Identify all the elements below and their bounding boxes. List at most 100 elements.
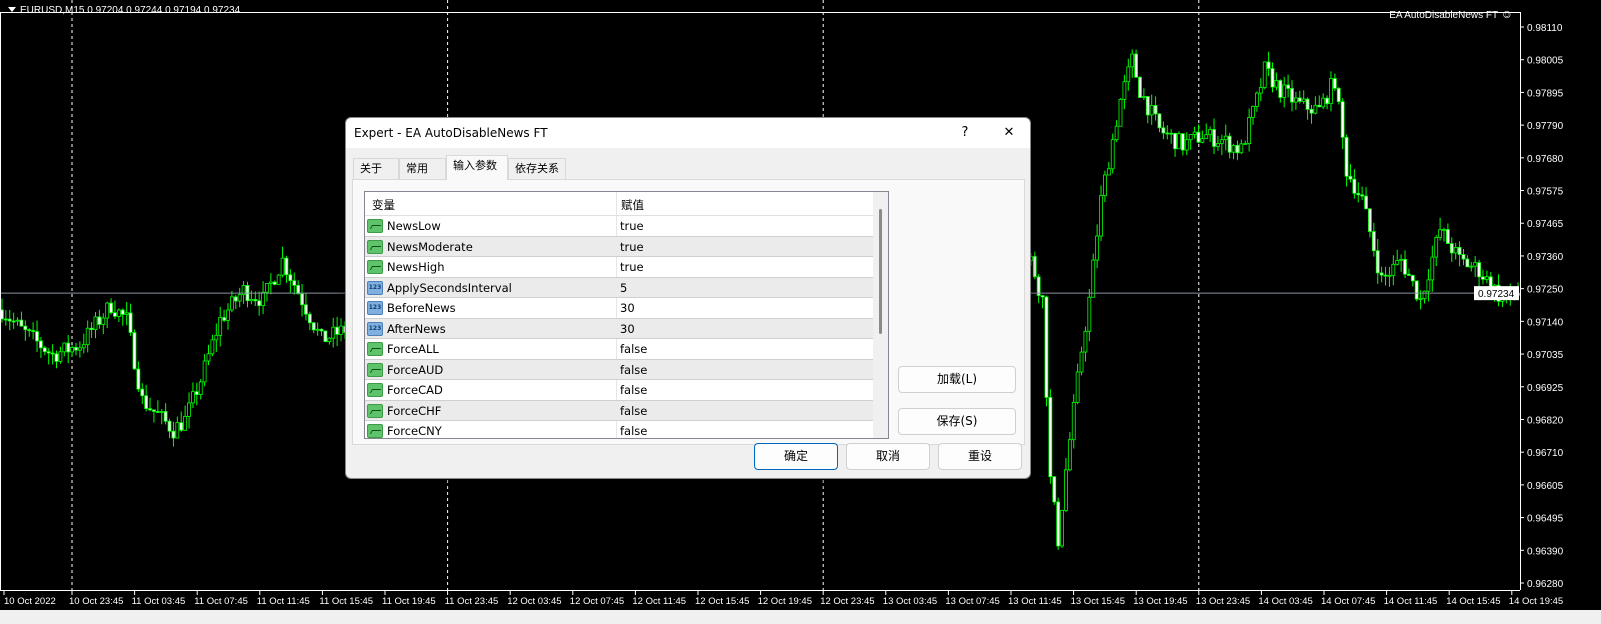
candle-body (1208, 129, 1213, 136)
candle-body (1188, 134, 1193, 141)
param-row[interactable]: ForceCHF false (365, 400, 888, 421)
dialog-titlebar[interactable]: Expert - EA AutoDisableNews FT ? ✕ (346, 118, 1030, 148)
candle-body (1110, 139, 1115, 170)
candle-body (175, 422, 180, 439)
candle-body (1219, 139, 1224, 144)
param-row[interactable]: ForceAUD false (365, 359, 888, 380)
param-value[interactable]: false (620, 403, 648, 418)
candle-body (1157, 113, 1162, 129)
time-label: 11 Oct 07:45 (194, 596, 248, 607)
candle-body (1212, 129, 1216, 147)
candle-body (253, 299, 258, 302)
candle-body (1438, 229, 1443, 238)
param-value[interactable]: false (620, 342, 648, 356)
scrollbar-thumb[interactable] (879, 209, 882, 334)
param-value[interactable]: false (620, 383, 648, 397)
candle-body (109, 302, 113, 314)
candle-body (1297, 97, 1302, 102)
param-value[interactable]: true (620, 260, 644, 274)
param-value[interactable]: 30 (620, 321, 635, 336)
candle-body (226, 309, 230, 321)
candle-body (1134, 53, 1139, 78)
param-row[interactable]: NewsHigh true (365, 257, 888, 278)
candle-body (1457, 246, 1462, 255)
param-row[interactable]: ForceCNY false (365, 421, 888, 438)
column-header-value[interactable]: 赋值 (621, 198, 644, 212)
candle-body (1321, 97, 1326, 108)
param-value[interactable]: false (620, 424, 648, 438)
param-row[interactable]: 123 BeforeNews 30 (365, 298, 888, 319)
param-value[interactable]: true (620, 219, 644, 233)
tab-inputs[interactable]: 输入参数 (446, 155, 508, 180)
candle-body (1032, 255, 1037, 278)
dropdown-triangle-icon[interactable] (8, 7, 16, 12)
column-header-variable[interactable]: 变量 (372, 198, 395, 212)
candle-body (1087, 296, 1092, 332)
time-label: 14 Oct 15:45 (1446, 596, 1500, 607)
param-row[interactable]: 123 ApplySecondsInterval 5 (365, 277, 888, 298)
candle-body (1387, 274, 1392, 277)
price-axis (1520, 0, 1601, 610)
params-list[interactable]: 变量 赋值 NewsLow true NewsModerate true NewsHig… (364, 191, 889, 439)
candle-body (296, 284, 301, 295)
candle-body (1332, 78, 1337, 89)
price-label: 0.97680 (1527, 154, 1564, 165)
candle-body (7, 318, 12, 322)
candle-body (276, 274, 281, 285)
time-label: 10 Oct 2022 (4, 596, 56, 607)
param-row[interactable]: NewsModerate true (365, 236, 888, 257)
candle-body (1317, 104, 1322, 108)
time-label: 12 Oct 19:45 (758, 596, 812, 607)
candle-body (1177, 133, 1181, 150)
candle-body (1161, 127, 1166, 134)
param-row[interactable]: NewsLow true (365, 216, 888, 237)
param-value[interactable]: true (620, 239, 644, 254)
close-button[interactable]: ✕ (1003, 125, 1015, 140)
candle-body (1106, 168, 1111, 176)
tab-about[interactable]: 关于 (353, 158, 399, 180)
save-button[interactable]: 保存(S) (898, 408, 1016, 435)
candle-body (1255, 92, 1259, 107)
cancel-button[interactable]: 取消 (846, 443, 930, 470)
time-label: 13 Oct 03:45 (883, 596, 937, 607)
candle-body (1083, 330, 1088, 353)
candle-body (1348, 175, 1353, 180)
tab-dependencies[interactable]: 依存关系 (508, 158, 566, 180)
param-value[interactable]: 30 (620, 301, 635, 315)
candle-body (1262, 61, 1267, 88)
time-label: 14 Oct 19:45 (1509, 596, 1563, 607)
scrollbar[interactable] (873, 192, 888, 438)
candle-body (89, 327, 94, 330)
candle-body (1079, 351, 1084, 373)
candle-body (1305, 98, 1310, 110)
reset-button[interactable]: 重设 (938, 443, 1022, 470)
bool-param-icon (367, 362, 383, 377)
candle-body (1258, 87, 1263, 94)
param-name: ForceCNY (387, 424, 442, 438)
price-label: 0.98005 (1527, 56, 1564, 67)
param-row[interactable]: ForceALL false (365, 339, 888, 360)
candle-body (1371, 231, 1376, 252)
candle-body (272, 281, 277, 285)
time-label: 14 Oct 07:45 (1321, 596, 1375, 607)
param-value[interactable]: 5 (620, 280, 628, 295)
candle-body (1141, 96, 1146, 98)
candle-body (1399, 258, 1404, 261)
tab-common[interactable]: 常用 (399, 158, 446, 180)
candle-body (1395, 259, 1400, 265)
time-label: 10 Oct 23:45 (69, 596, 123, 607)
candle-body (66, 342, 71, 353)
load-button[interactable]: 加载(L) (898, 366, 1016, 393)
int-param-icon: 123 (367, 280, 383, 295)
candle-body (1126, 66, 1131, 83)
candle-body (124, 312, 129, 315)
param-row[interactable]: 123 AfterNews 30 (365, 318, 888, 339)
candle-body (1481, 276, 1485, 280)
help-button[interactable]: ? (961, 125, 969, 140)
param-row[interactable]: ForceCAD false (365, 380, 888, 401)
candle-body (1153, 105, 1158, 115)
ok-button[interactable]: 确定 (754, 443, 838, 470)
column-divider[interactable] (616, 192, 617, 438)
candle-body (1325, 97, 1329, 105)
param-value[interactable]: false (620, 362, 648, 377)
